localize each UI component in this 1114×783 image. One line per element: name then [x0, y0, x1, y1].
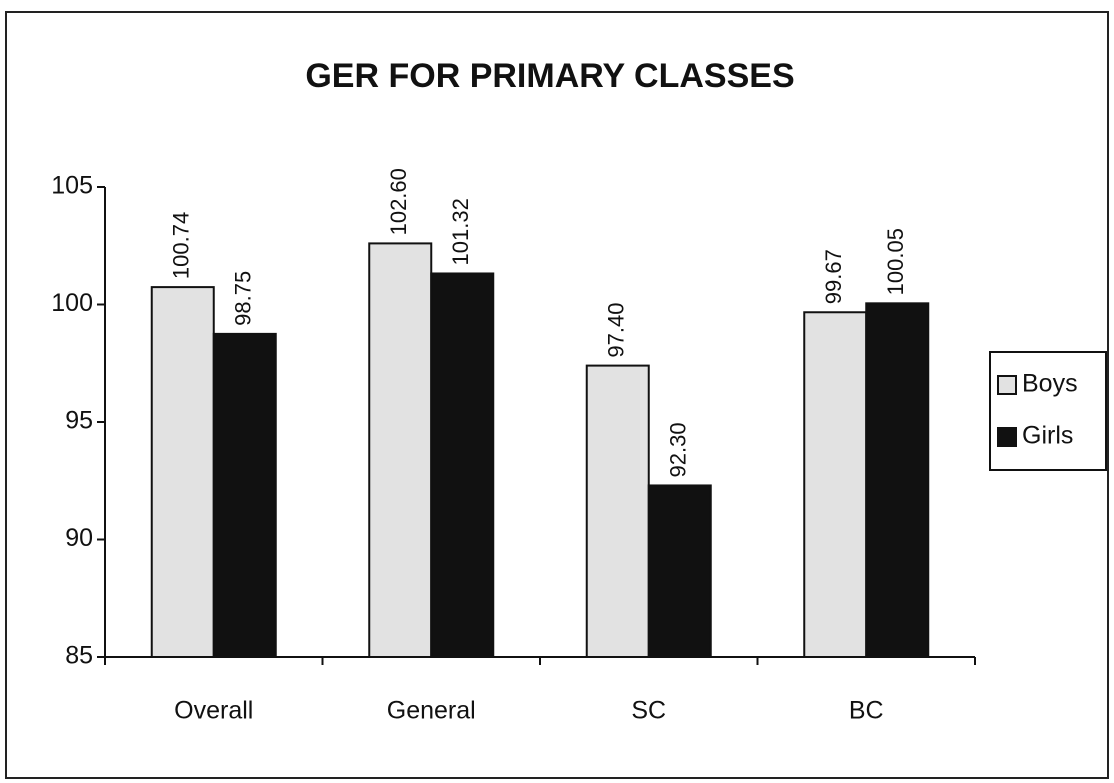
y-tick-label: 90	[65, 524, 93, 552]
value-label: 100.74	[169, 212, 194, 279]
legend-label: Boys	[1022, 370, 1078, 398]
value-label: 99.67	[821, 249, 846, 304]
bar	[647, 484, 712, 659]
bar	[803, 311, 868, 658]
bar	[368, 242, 433, 658]
bar	[150, 286, 215, 658]
value-label: 102.60	[386, 168, 411, 235]
bar	[865, 302, 930, 658]
y-tick-label: 100	[51, 289, 93, 317]
x-tick-label: BC	[849, 697, 884, 725]
legend-swatch	[997, 375, 1017, 395]
x-tick-label: Overall	[174, 697, 253, 725]
value-label: 101.32	[448, 198, 473, 265]
x-tick-label: SC	[631, 697, 666, 725]
legend-box	[989, 351, 1107, 471]
bar	[585, 364, 650, 658]
legend-swatch	[997, 427, 1017, 447]
y-tick-label: 85	[65, 642, 93, 670]
value-label: 100.05	[883, 228, 908, 295]
value-label: 97.40	[604, 303, 629, 358]
chart-title: GER FOR PRIMARY CLASSES	[305, 57, 794, 95]
bar	[212, 332, 277, 658]
bar	[430, 272, 495, 658]
legend-label: Girls	[1022, 422, 1073, 450]
value-label: 92.30	[666, 422, 691, 477]
y-tick-label: 105	[51, 172, 93, 200]
x-tick-label: General	[387, 697, 476, 725]
value-label: 98.75	[231, 271, 256, 326]
y-tick-label: 95	[65, 407, 93, 435]
